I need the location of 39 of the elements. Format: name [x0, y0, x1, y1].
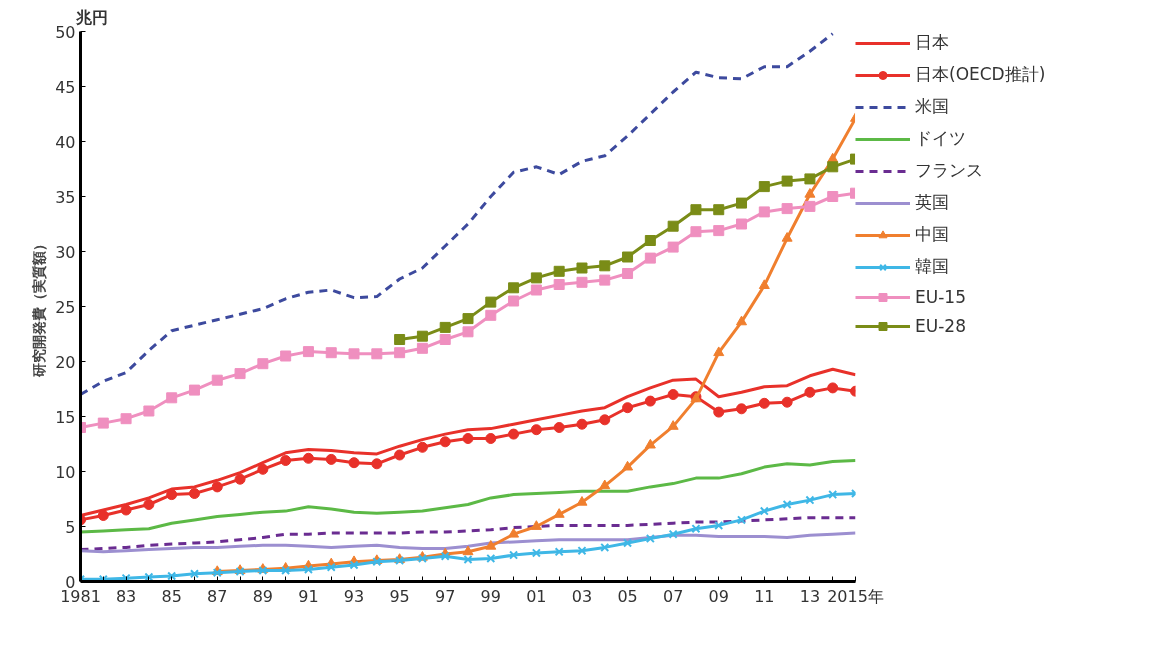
legend-label: 英国: [915, 191, 949, 214]
y-tick-label: 35: [55, 187, 76, 207]
x-tick-label: 89: [252, 586, 274, 606]
x-tick-label: 85: [161, 586, 182, 606]
x-tick-label: 99: [480, 586, 501, 606]
y-tick-label: 25: [55, 297, 76, 317]
y-tick-label: 20: [55, 352, 76, 372]
x-tick-label: 95: [389, 586, 410, 606]
legend-label: ドイツ: [915, 127, 966, 150]
x-tick-label: 07: [662, 586, 684, 606]
legend-label: EU-28: [915, 316, 966, 336]
legend-label: 米国: [915, 95, 949, 118]
y-tick-label: 5: [65, 517, 76, 537]
x-tick-label: 97: [435, 586, 456, 606]
y-tick-label: 10: [55, 462, 76, 482]
y-tick-label: 15: [55, 407, 76, 427]
text: 兆円: [74, 7, 108, 27]
legend-label: 日本(OECD推計): [915, 63, 1046, 86]
legend-label: 韓国: [915, 255, 949, 278]
x-tick-label: 01: [526, 586, 547, 606]
x-tick-label: 87: [207, 586, 228, 606]
x-tick-label: 09: [708, 586, 729, 606]
x-tick-label: 05: [617, 586, 638, 606]
x-tick-label: 93: [343, 586, 365, 606]
y-tick-label: 40: [55, 132, 76, 152]
x-tick-label: 03: [571, 586, 593, 606]
x-tick-label: 11: [754, 586, 775, 606]
y-axis-title: 研究開発費（実質額）: [31, 236, 48, 378]
x-tick-label: 2015年: [827, 586, 884, 606]
legend-label: 日本: [915, 31, 949, 54]
legend-label: 中国: [915, 223, 949, 246]
y-tick-label: 50: [55, 22, 76, 42]
y-tick-label: 45: [55, 77, 76, 97]
x-tick-label: 83: [115, 586, 137, 606]
x-tick-label: 91: [298, 586, 319, 606]
legend-label: フランス: [915, 159, 983, 182]
legend-label: EU-15: [915, 287, 966, 307]
y-tick-label: 30: [55, 242, 76, 262]
x-tick-label: 13: [799, 586, 821, 606]
